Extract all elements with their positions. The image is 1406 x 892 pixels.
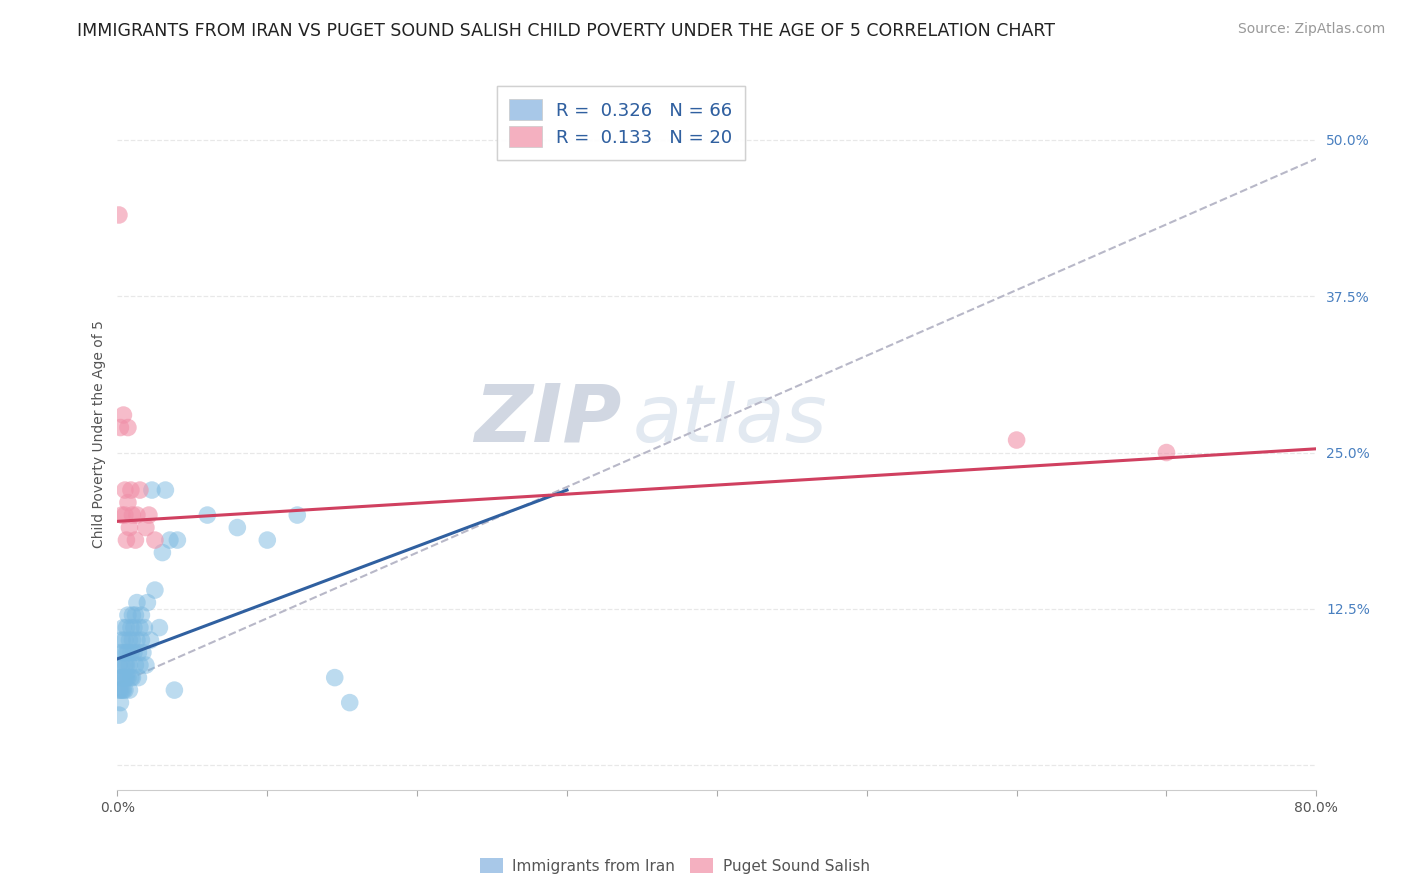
Point [129, 658, 152, 673]
Point [285, 508, 308, 522]
Point [110, 646, 132, 660]
Point [135, 658, 157, 673]
Point [114, 658, 136, 673]
Point [115, 671, 138, 685]
Point [121, 671, 143, 685]
Point [124, 658, 146, 673]
Point [114, 483, 136, 497]
Point [122, 646, 145, 660]
Point [138, 508, 160, 522]
Point [111, 671, 134, 685]
Point [125, 508, 148, 522]
Point [256, 533, 278, 547]
Point [117, 495, 139, 509]
Point [148, 621, 170, 635]
Y-axis label: Child Poverty Under the Age of 5: Child Poverty Under the Age of 5 [93, 320, 107, 548]
Point [110, 420, 132, 434]
Point [131, 633, 153, 648]
Text: Source: ZipAtlas.com: Source: ZipAtlas.com [1237, 22, 1385, 37]
Point [121, 608, 143, 623]
Point [155, 483, 177, 497]
Point [114, 508, 136, 522]
Point [121, 633, 143, 648]
Point [120, 646, 142, 660]
Point [195, 508, 218, 522]
Point [111, 508, 134, 522]
Point [118, 658, 141, 673]
Point [143, 583, 166, 598]
Point [120, 671, 142, 685]
Point [1005, 433, 1028, 447]
Point [124, 533, 146, 547]
Point [323, 671, 346, 685]
Point [139, 633, 162, 648]
Point [108, 708, 131, 723]
Point [115, 533, 138, 547]
Point [111, 658, 134, 673]
Point [115, 621, 138, 635]
Point [159, 533, 181, 547]
Legend: Immigrants from Iran, Puget Sound Salish: Immigrants from Iran, Puget Sound Salish [474, 852, 876, 880]
Legend: R =  0.326   N = 66, R =  0.133   N = 20: R = 0.326 N = 66, R = 0.133 N = 20 [496, 87, 745, 160]
Point [132, 646, 155, 660]
Point [110, 683, 132, 698]
Point [108, 208, 131, 222]
Point [125, 633, 148, 648]
Point [108, 683, 131, 698]
Point [108, 658, 131, 673]
Point [163, 683, 186, 698]
Text: IMMIGRANTS FROM IRAN VS PUGET SOUND SALISH CHILD POVERTY UNDER THE AGE OF 5 CORR: IMMIGRANTS FROM IRAN VS PUGET SOUND SALI… [77, 22, 1056, 40]
Point [120, 621, 142, 635]
Point [141, 483, 163, 497]
Point [117, 646, 139, 660]
Point [117, 671, 139, 685]
Point [114, 633, 136, 648]
Text: atlas: atlas [633, 381, 828, 458]
Point [118, 520, 141, 534]
Point [112, 683, 135, 698]
Point [120, 483, 142, 497]
Point [166, 533, 188, 547]
Point [127, 646, 149, 660]
Point [152, 545, 174, 559]
Point [110, 671, 132, 685]
Point [131, 608, 153, 623]
Point [135, 520, 157, 534]
Point [143, 533, 166, 547]
Point [121, 508, 143, 522]
Point [118, 683, 141, 698]
Point [114, 671, 136, 685]
Point [136, 596, 159, 610]
Point [114, 683, 136, 698]
Point [112, 671, 135, 685]
Point [118, 633, 141, 648]
Point [339, 696, 361, 710]
Point [1156, 445, 1178, 459]
Point [115, 646, 138, 660]
Point [112, 408, 135, 422]
Text: ZIP: ZIP [474, 381, 621, 458]
Point [110, 696, 132, 710]
Point [124, 608, 146, 623]
Point [112, 646, 135, 660]
Point [117, 420, 139, 434]
Point [111, 633, 134, 648]
Point [226, 520, 249, 534]
Point [134, 621, 156, 635]
Point [127, 671, 149, 685]
Point [129, 621, 152, 635]
Point [115, 658, 138, 673]
Point [125, 596, 148, 610]
Point [111, 683, 134, 698]
Point [117, 608, 139, 623]
Point [112, 621, 135, 635]
Point [122, 621, 145, 635]
Point [129, 483, 152, 497]
